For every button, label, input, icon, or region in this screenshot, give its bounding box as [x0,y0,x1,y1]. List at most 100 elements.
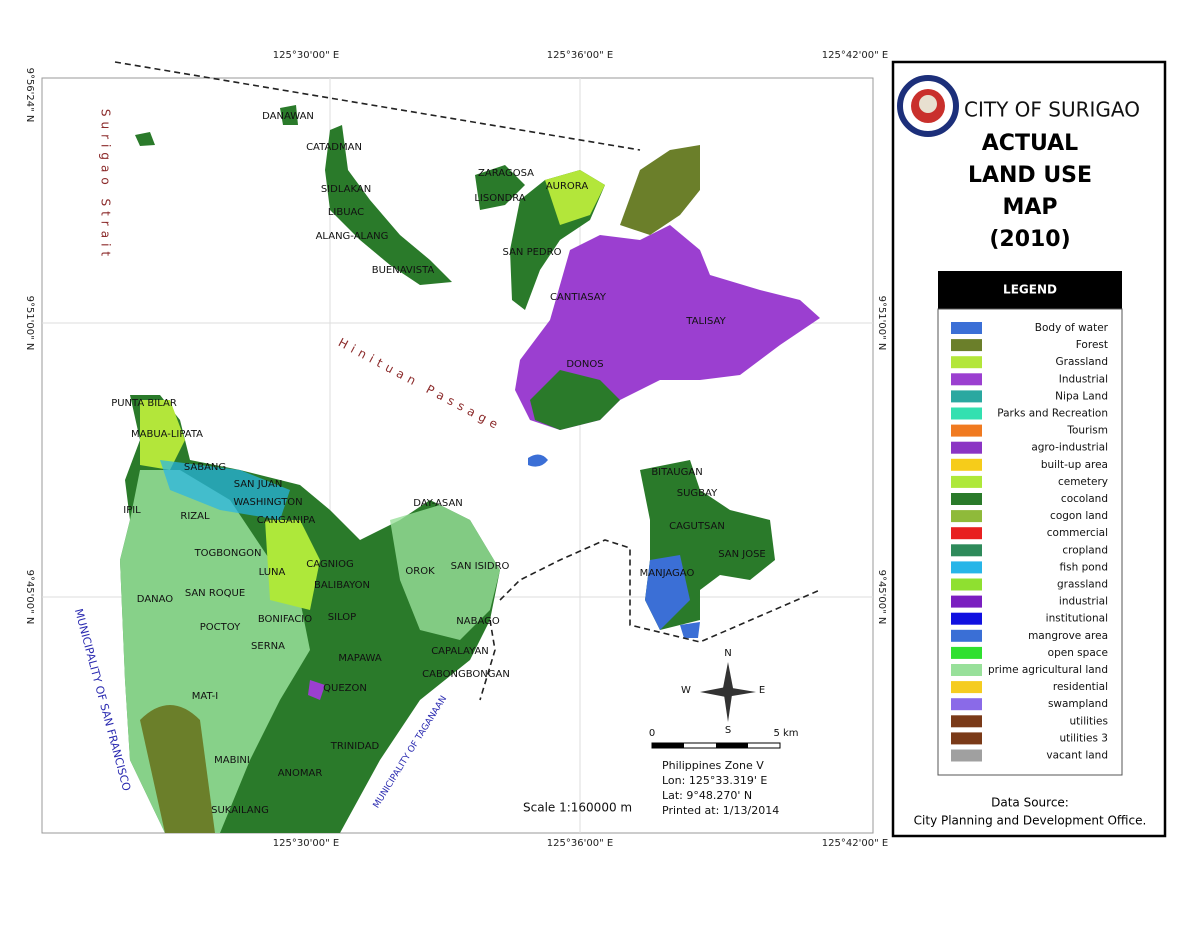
place-label: SAN JUAN [234,479,283,490]
place-label: BUENAVISTA [372,265,435,276]
place-label: DONOS [566,359,603,370]
bottom-tick-label: 125°30'00" E [273,838,339,849]
top-tick-label: 125°30'00" E [273,50,339,61]
map-info: Philippines Zone V [662,759,764,772]
legend-title: LEGEND [1003,283,1057,297]
place-label: CAGUTSAN [669,521,725,532]
place-label: BALIBAYON [314,580,370,591]
seal [897,75,959,137]
place-label: CAPALAYAN [431,646,489,657]
legend-swatch [951,356,982,369]
place-label: DANAO [137,594,174,605]
legend-label: cogon land [1050,510,1108,522]
legend-label: cemetery [1058,476,1108,488]
compass-letter: S [725,725,731,736]
place-label: SUKAILANG [211,805,269,816]
place-label: MABINI [214,755,250,766]
left-tick-label: 9°51'00" N [24,296,35,351]
place-label: CANGANIPA [257,515,316,526]
legend-label: commercial [1047,527,1108,539]
legend-swatch [951,475,982,488]
legend-swatch [951,561,982,574]
legend-swatch [951,441,982,454]
legend-label: mangrove area [1028,630,1108,642]
map-info: Lat: 9°48.270' N [662,789,752,802]
legend-swatch [951,339,982,352]
left-tick-label: 9°45'00" N [24,570,35,625]
map-title: ACTUAL [982,131,1078,156]
legend-swatch [951,715,982,728]
place-label: BONIFACIO [258,614,312,625]
top-tick-label: 125°36'00" E [547,50,613,61]
legend-swatch [951,510,982,523]
compass [700,662,756,722]
legend-label: Parks and Recreation [997,408,1108,420]
place-label: MAT-I [192,691,218,702]
legend-label: Industrial [1059,373,1108,385]
legend-label: Nipa Land [1055,390,1108,402]
right-tick-label: 9°45'00" N [876,570,887,625]
legend-label: Grassland [1056,356,1109,368]
legend-swatch [951,578,982,591]
legend-label: open space [1048,647,1108,659]
place-label: SAN ROQUE [185,588,245,599]
legend-swatch [951,732,982,745]
top-tick-label: 125°42'00" E [822,50,888,61]
place-label: SERNA [251,641,285,652]
place-label: LUNA [259,567,286,578]
place-label: ALANG-ALANG [316,231,389,242]
place-label: TALISAY [685,316,726,327]
right-tick-label: 9°51'00" N [876,296,887,351]
place-label: ZARAGOSA [478,168,534,179]
legend-swatch [951,595,982,608]
legend-swatch [951,681,982,694]
place-label: CABONGBONGAN [422,669,510,680]
place-label: SUGBAY [677,488,718,499]
place-label: DAY-ASAN [413,498,463,509]
place-label: LIBUAC [328,207,364,218]
place-label: SAN ISIDRO [451,561,510,572]
legend-swatch [951,612,982,625]
place-label: DANAWAN [262,111,314,122]
map-title: MAP [1002,195,1057,220]
legend-swatch [951,390,982,403]
place-label: MABUA-LIPATA [131,429,203,440]
legend-swatch [951,749,982,762]
place-label: CAGNIOG [306,559,353,570]
place-label: LISONDRA [474,193,525,204]
legend-swatch [951,698,982,711]
place-label: ANOMAR [278,768,323,779]
legend-label: institutional [1046,613,1108,625]
compass-letter: N [724,648,731,659]
scale-text: Scale 1:160000 m [523,801,632,815]
place-label: CATADMAN [306,142,362,153]
place-label: IPIL [123,505,141,516]
legend-swatch [951,544,982,557]
scale-bar-label: 5 km [773,728,798,739]
legend-label: Tourism [1066,425,1108,437]
place-label: POCTOY [200,622,241,633]
legend-box [937,308,1123,776]
legend-swatch [951,373,982,386]
land [120,105,820,833]
legend-label: swampland [1048,698,1108,710]
source-label: Data Source: [991,796,1069,810]
legend-label: Forest [1076,339,1108,351]
legend-swatch [951,322,982,334]
place-label: NABAGO [456,616,500,627]
legend-label: industrial [1059,596,1108,608]
legend-label: cropland [1062,544,1108,556]
boundary [114,61,821,701]
place-label: RIZAL [180,511,210,522]
place-label: TRINIDAD [330,741,380,752]
left-tick-label: 9°56'24" N [24,68,35,123]
legend-label: prime agricultural land [988,664,1108,676]
place-label: CANTIASAY [550,292,607,303]
place-label: AURORA [546,181,589,192]
legend-label: vacant land [1046,750,1108,762]
map-info: Lon: 125°33.319' E [662,774,767,787]
compass-letter: W [681,685,691,696]
legend-swatch [951,493,982,505]
map-info: Printed at: 1/13/2014 [662,804,779,817]
